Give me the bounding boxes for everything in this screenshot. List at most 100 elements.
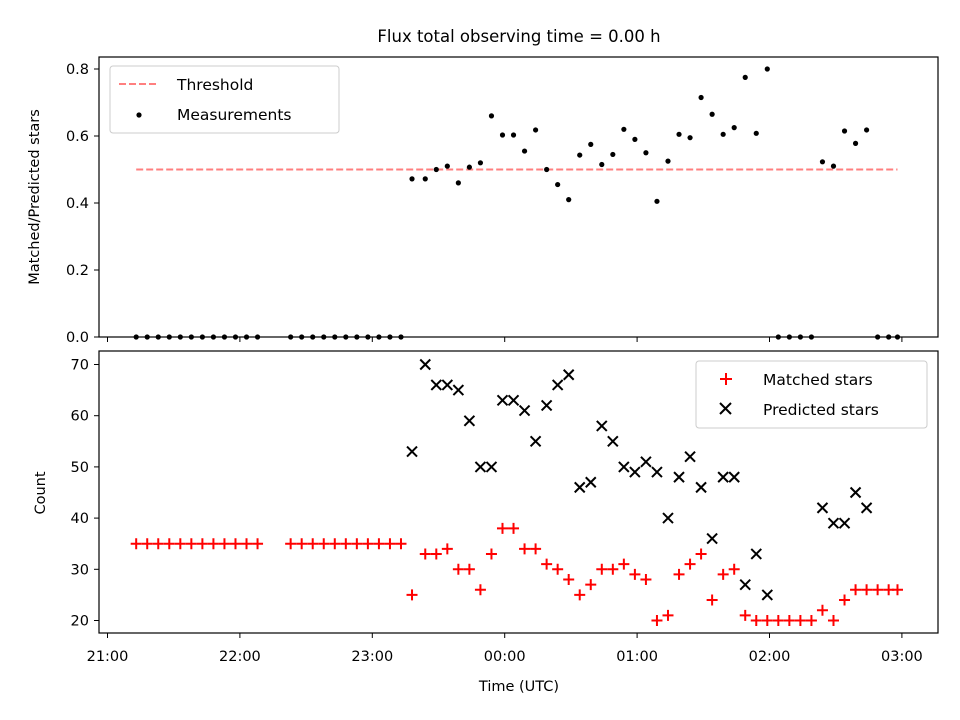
measurement-point <box>621 126 627 132</box>
predicted-stars-point <box>673 471 685 483</box>
x-tick-label: 00:00 <box>484 649 526 665</box>
count-y-tick-label: 40 <box>71 511 89 527</box>
measurement-point <box>588 141 594 147</box>
matched-stars-point <box>805 615 817 626</box>
matched-stars-point <box>508 522 520 534</box>
ratio-legend: Threshold Measurements <box>109 65 340 134</box>
matched-stars-point <box>496 522 508 534</box>
measurement-point <box>709 111 715 117</box>
matched-stars-point <box>574 589 586 601</box>
matched-stars-point <box>750 615 762 626</box>
predicted-stars-point <box>441 379 454 391</box>
count-y-axis-label: Count <box>33 471 49 514</box>
measurement-point <box>488 113 495 119</box>
legend-threshold-label: Threshold <box>176 76 253 94</box>
predicted-stars-point <box>695 481 707 494</box>
predicted-stars-point <box>827 517 840 529</box>
matched-stars-point <box>761 615 773 626</box>
predicted-stars-point <box>551 379 564 391</box>
predicted-stars-point <box>430 379 443 391</box>
predicted-stars-point <box>562 369 575 381</box>
measurement-point <box>687 135 693 141</box>
measurement-point <box>577 152 583 158</box>
matched-stars-point <box>430 548 442 560</box>
predicted-stars-point <box>474 461 487 473</box>
matched-stars-point <box>794 615 806 626</box>
predicted-stars-point <box>540 399 553 412</box>
predicted-stars-point <box>816 502 829 514</box>
matched-stars-point <box>541 558 553 570</box>
count-legend: Matched stars Predicted stars <box>695 360 928 429</box>
measurement-point <box>521 148 528 154</box>
matched-stars-point <box>662 609 674 621</box>
matched-stars-point <box>229 538 241 550</box>
measurement-point <box>455 180 461 186</box>
count-y-tick-label: 50 <box>71 460 89 476</box>
predicted-stars-point <box>838 517 851 529</box>
matched-stars-point <box>563 574 575 586</box>
matched-stars-point <box>252 538 264 550</box>
matched-stars-point <box>706 594 718 606</box>
matched-stars-point <box>318 538 330 550</box>
predicted-stars-point <box>496 394 509 407</box>
predicted-stars-point <box>706 532 718 545</box>
predicted-stars-point <box>518 404 531 417</box>
matched-stars-point <box>673 568 685 580</box>
x-tick-label: 03:00 <box>881 649 923 665</box>
measurement-point <box>830 163 837 169</box>
matched-stars-point <box>130 538 142 550</box>
count-y-tick-label: 20 <box>71 614 89 630</box>
predicted-stars-point <box>662 512 674 524</box>
matched-stars-point <box>362 538 374 550</box>
matched-stars-point <box>717 568 729 580</box>
predicted-stars-point <box>684 450 696 463</box>
matched-stars-point <box>585 579 597 591</box>
matched-stars-point <box>816 604 828 616</box>
predicted-stars-point <box>607 435 619 448</box>
measurement-point <box>555 181 561 188</box>
x-axis-label: Time (UTC) <box>478 679 559 695</box>
matched-stars-point <box>872 584 884 596</box>
matched-stars-point <box>474 584 486 596</box>
x-tick-label: 21:00 <box>87 649 129 665</box>
matched-stars-point <box>452 563 464 575</box>
chart-title: Flux total observing time = 0.00 h <box>377 27 660 46</box>
measurement-point <box>610 151 616 158</box>
matched-stars-point <box>285 538 297 550</box>
measurement-point <box>477 160 484 166</box>
measurement-point <box>643 150 649 156</box>
matched-stars-point <box>739 609 751 621</box>
predicted-stars-point <box>761 589 774 601</box>
ratio-panel-frame <box>98 56 939 338</box>
matched-stars-point <box>152 538 164 550</box>
ratio-y-tick-label: 0.4 <box>66 196 89 212</box>
matched-stars-point <box>552 563 564 575</box>
measurement-point <box>742 74 748 80</box>
legend-matched-swatch <box>720 373 732 385</box>
predicted-stars-point <box>849 486 862 499</box>
matched-stars-point <box>163 538 175 550</box>
measurement-point <box>731 125 737 131</box>
measurement-point <box>544 166 550 173</box>
measurement-point <box>852 140 859 146</box>
matched-stars-point <box>596 563 608 575</box>
matched-stars-point <box>174 538 186 550</box>
matched-stars-point <box>340 538 352 550</box>
matched-stars-point <box>861 584 873 596</box>
measurement-point <box>499 132 506 138</box>
predicted-stars-point <box>739 578 751 591</box>
ratio-y-axis-label: Matched/Predicted stars <box>27 109 43 285</box>
measurement-point <box>863 127 870 133</box>
ratio-y-tick-label: 0.8 <box>66 62 89 78</box>
ratio-y-tick-label: 0.6 <box>66 129 89 145</box>
measurement-point <box>698 94 704 101</box>
measurement-point <box>444 163 450 169</box>
predicted-stars-point <box>585 476 597 488</box>
measurement-point <box>422 176 428 182</box>
matched-stars-point <box>406 589 418 601</box>
predicted-stars-point <box>507 394 520 407</box>
matched-stars-point <box>519 543 531 555</box>
predicted-stars-point <box>618 461 630 473</box>
measurement-point <box>665 158 671 164</box>
